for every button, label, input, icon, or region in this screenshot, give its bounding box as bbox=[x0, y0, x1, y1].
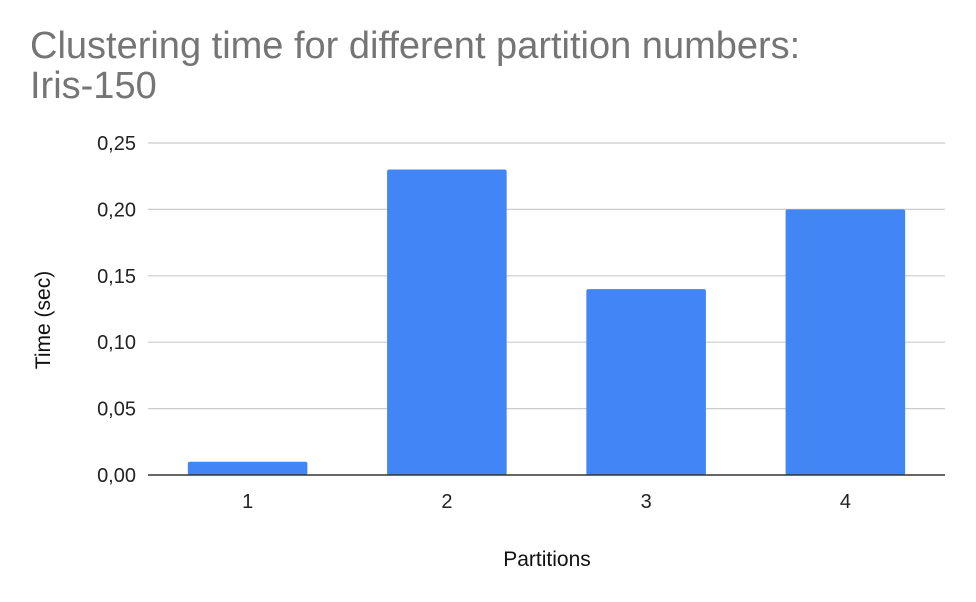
y-tick-label: 0,25 bbox=[97, 133, 136, 155]
x-tick-label: 3 bbox=[641, 491, 652, 513]
x-tick-label: 2 bbox=[441, 491, 452, 513]
y-axis-title: Time (sec) bbox=[32, 271, 55, 369]
y-tick-label: 0,20 bbox=[97, 199, 136, 221]
chart-title-line-1: Clustering time for different partition … bbox=[30, 25, 801, 67]
chart-title-line-2: Iris-150 bbox=[30, 65, 157, 107]
chart-title: Clustering time for different partition … bbox=[30, 26, 960, 106]
y-tick-label: 0,15 bbox=[97, 266, 136, 288]
bar-partition-2 bbox=[387, 169, 507, 475]
y-tick-label: 0,05 bbox=[97, 399, 136, 421]
bar-partition-3 bbox=[586, 289, 706, 475]
tick-labels: 0,00 0,05 0,10 0,15 0,20 0,25 1 2 3 4 bbox=[97, 133, 851, 513]
bars bbox=[187, 169, 906, 475]
y-tick-label: 0,00 bbox=[97, 465, 136, 487]
x-tick-label: 1 bbox=[242, 491, 253, 513]
bar-partition-1 bbox=[187, 461, 308, 475]
x-axis-title: Partitions bbox=[503, 548, 591, 571]
bar-partition-4 bbox=[785, 209, 906, 475]
y-tick-label: 0,10 bbox=[97, 332, 136, 354]
x-tick-label: 4 bbox=[840, 491, 851, 513]
